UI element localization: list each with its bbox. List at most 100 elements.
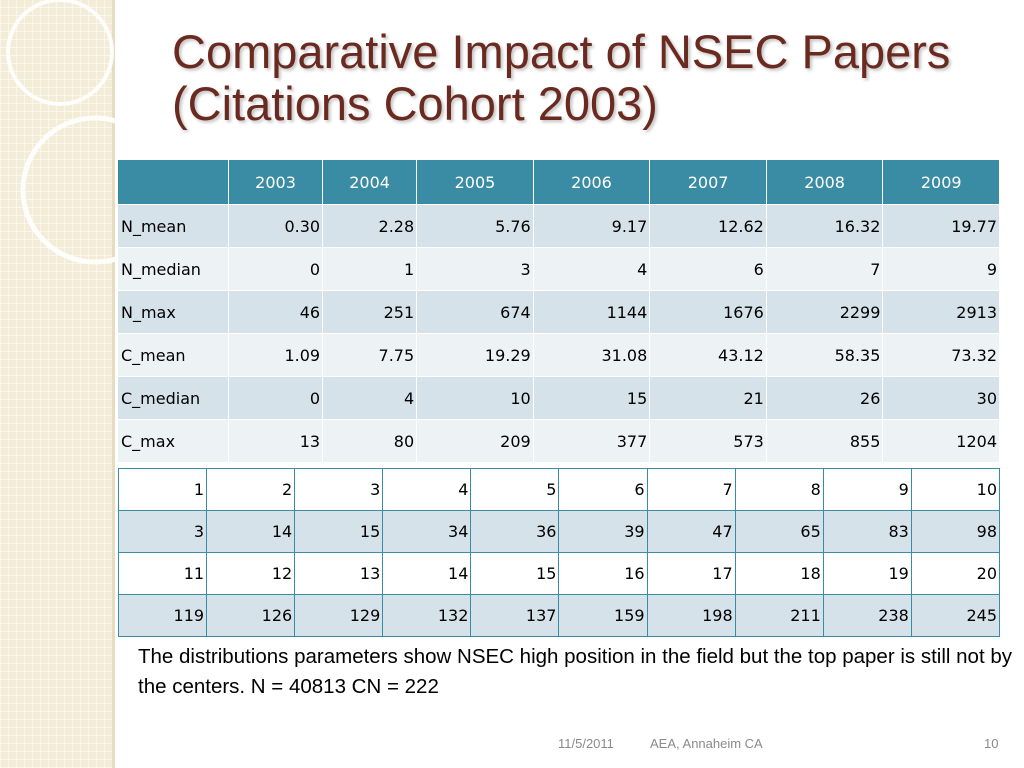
table-cell: 9.17 bbox=[533, 204, 651, 248]
header-year-cell: 2005 bbox=[416, 160, 534, 205]
table-cell: 20 bbox=[910, 552, 1001, 595]
footer-page-number: 10 bbox=[984, 736, 999, 751]
table-cell: 4 bbox=[322, 376, 418, 420]
table-header-row: 2003 2004 2005 2006 2007 2008 2009 bbox=[118, 160, 1000, 205]
table-cell: 1 bbox=[117, 468, 208, 511]
table-cell: 211 bbox=[734, 594, 824, 637]
table-cell: 31.08 bbox=[533, 333, 651, 377]
table-cell: 7 bbox=[646, 468, 736, 511]
table-cell: 1144 bbox=[533, 290, 651, 334]
table-cell: 34 bbox=[382, 510, 472, 553]
table-cell: 16 bbox=[558, 552, 648, 595]
decorative-circles bbox=[6, 0, 115, 265]
table-cell: 855 bbox=[766, 419, 884, 462]
table-cell: 132 bbox=[382, 594, 472, 637]
table-row: C_mean 1.09 7.75 19.29 31.08 43.12 58.35… bbox=[118, 333, 1000, 377]
table-cell: 13 bbox=[228, 419, 324, 462]
table-cell: 9 bbox=[882, 247, 1000, 291]
table-cell: 5 bbox=[470, 468, 560, 511]
row-label: C_median bbox=[118, 376, 229, 420]
footer-date: 11/5/2011 bbox=[558, 736, 614, 751]
distribution-table: 1 2 3 4 5 6 7 8 9 10 3 14 15 34 36 39 47… bbox=[117, 468, 1001, 637]
table-cell: 209 bbox=[416, 419, 534, 462]
table-cell: 1.09 bbox=[228, 333, 324, 377]
table-cell: 377 bbox=[533, 419, 651, 462]
table-cell: 98 bbox=[910, 510, 1001, 553]
slide-caption: The distributions parameters show NSEC h… bbox=[138, 645, 1012, 698]
table-row: 11 12 13 14 15 16 17 18 19 20 bbox=[117, 552, 1001, 595]
table-cell: 7 bbox=[766, 247, 884, 291]
header-year-cell: 2003 bbox=[228, 160, 324, 205]
table-cell: 46 bbox=[228, 290, 324, 334]
table-cell: 14 bbox=[206, 510, 296, 553]
table-cell: 2299 bbox=[766, 290, 884, 334]
table-row: C_max 13 80 209 377 573 855 1204 bbox=[118, 419, 1000, 462]
table-cell: 1676 bbox=[649, 290, 767, 334]
deco-circle-bottom bbox=[20, 115, 115, 265]
table-cell: 245 bbox=[910, 594, 1001, 637]
table-row: 1 2 3 4 5 6 7 8 9 10 bbox=[117, 468, 1001, 511]
table-cell: 43.12 bbox=[649, 333, 767, 377]
table-cell: 15 bbox=[533, 376, 651, 420]
table-cell: 0 bbox=[228, 247, 324, 291]
table-cell: 2.28 bbox=[322, 204, 418, 248]
table-cell: 119 bbox=[117, 594, 208, 637]
table-cell: 129 bbox=[294, 594, 384, 637]
table-row: 3 14 15 34 36 39 47 65 83 98 bbox=[117, 510, 1001, 553]
table-cell: 18 bbox=[734, 552, 824, 595]
table-cell: 1204 bbox=[882, 419, 1000, 462]
table-cell: 198 bbox=[646, 594, 736, 637]
table-cell: 126 bbox=[206, 594, 296, 637]
row-label: N_max bbox=[118, 290, 229, 334]
table-cell: 11 bbox=[117, 552, 208, 595]
side-band-divider bbox=[112, 0, 115, 768]
table-cell: 2913 bbox=[882, 290, 1000, 334]
table-cell: 17 bbox=[646, 552, 736, 595]
header-year-cell: 2009 bbox=[882, 160, 1000, 205]
table-cell: 0 bbox=[228, 376, 324, 420]
table-cell: 674 bbox=[416, 290, 534, 334]
table-cell: 9 bbox=[822, 468, 912, 511]
table-cell: 137 bbox=[470, 594, 560, 637]
table-cell: 8 bbox=[734, 468, 824, 511]
table-cell: 19.77 bbox=[882, 204, 1000, 248]
table-cell: 13 bbox=[294, 552, 384, 595]
table-cell: 19 bbox=[822, 552, 912, 595]
footer-venue: AEA, Annaheim CA bbox=[650, 736, 763, 751]
table-cell: 15 bbox=[294, 510, 384, 553]
table-cell: 7.75 bbox=[322, 333, 418, 377]
table-cell: 3 bbox=[294, 468, 384, 511]
table-row: 119 126 129 132 137 159 198 211 238 245 bbox=[117, 594, 1001, 637]
table-cell: 5.76 bbox=[416, 204, 534, 248]
table-cell: 58.35 bbox=[766, 333, 884, 377]
table-cell: 573 bbox=[649, 419, 767, 462]
header-year-cell: 2004 bbox=[322, 160, 418, 205]
row-label: N_median bbox=[118, 247, 229, 291]
table-cell: 83 bbox=[822, 510, 912, 553]
slide-title: Comparative Impact of NSEC Papers (Citat… bbox=[172, 25, 951, 130]
table-cell: 26 bbox=[766, 376, 884, 420]
table-cell: 2 bbox=[206, 468, 296, 511]
header-year-cell: 2008 bbox=[766, 160, 884, 205]
header-corner-cell bbox=[118, 160, 229, 205]
table-cell: 0.30 bbox=[228, 204, 324, 248]
table-cell: 6 bbox=[558, 468, 648, 511]
table-row: N_median 0 1 3 4 6 7 9 bbox=[118, 247, 1000, 291]
table-cell: 65 bbox=[734, 510, 824, 553]
row-label: N_mean bbox=[118, 204, 229, 248]
header-year-cell: 2007 bbox=[649, 160, 767, 205]
table-cell: 21 bbox=[649, 376, 767, 420]
table-cell: 159 bbox=[558, 594, 648, 637]
table-cell: 10 bbox=[910, 468, 1001, 511]
table-cell: 238 bbox=[822, 594, 912, 637]
row-label: C_max bbox=[118, 419, 229, 462]
citation-stats-table: 2003 2004 2005 2006 2007 2008 2009 N_mea… bbox=[118, 160, 1000, 462]
table-row: N_max 46 251 674 1144 1676 2299 2913 bbox=[118, 290, 1000, 334]
table-cell: 12 bbox=[206, 552, 296, 595]
table-cell: 16.32 bbox=[766, 204, 884, 248]
table-cell: 251 bbox=[322, 290, 418, 334]
table-cell: 6 bbox=[649, 247, 767, 291]
table-cell: 15 bbox=[470, 552, 560, 595]
row-label: C_mean bbox=[118, 333, 229, 377]
table-cell: 3 bbox=[117, 510, 208, 553]
